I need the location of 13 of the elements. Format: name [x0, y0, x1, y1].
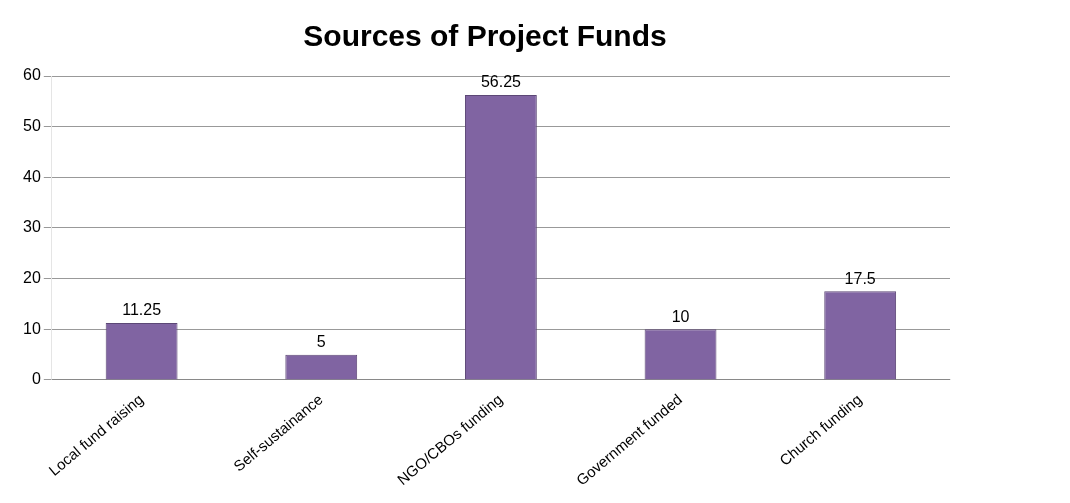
data-label: 56.25: [480, 73, 522, 91]
y-tick-label: 30: [23, 218, 41, 236]
y-tick-label: 10: [23, 319, 41, 337]
y-tick-label: 20: [23, 269, 41, 287]
y-tick-label: 50: [23, 117, 41, 135]
y-tick-label: 60: [23, 66, 41, 84]
data-label: 11.25: [122, 301, 162, 319]
data-label: 17.5: [844, 269, 876, 287]
chart-title: Sources of Project Funds: [303, 19, 667, 53]
data-label: 5: [316, 333, 326, 351]
y-tick-label: 0: [31, 370, 41, 388]
data-label: 10: [671, 307, 690, 325]
y-tick-label: 40: [23, 167, 41, 185]
